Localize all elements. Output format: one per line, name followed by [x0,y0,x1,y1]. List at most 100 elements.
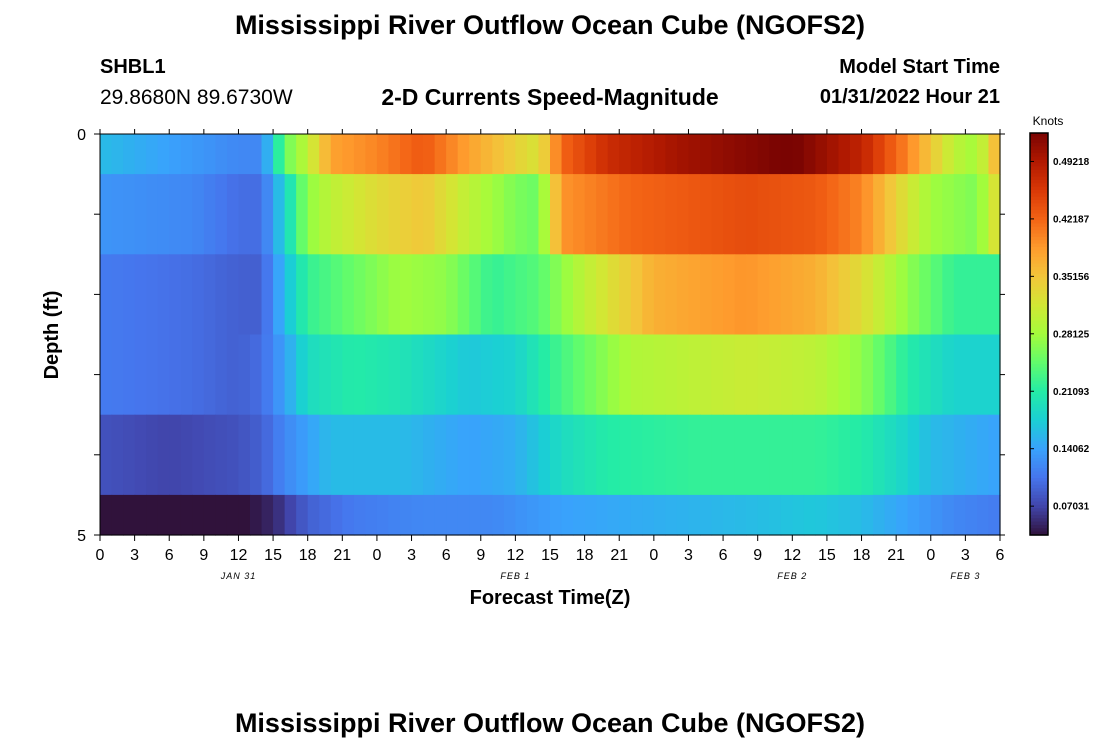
colorbar-segment [1030,407,1048,412]
heatmap-cell [769,254,782,336]
heatmap-cell [792,174,805,255]
heatmap-cell [457,174,470,255]
heatmap-cell [492,334,505,416]
x-tick-label: 12 [230,547,248,564]
colorbar-segment [1030,431,1048,436]
heatmap-cells [100,134,1001,536]
heatmap-cell [134,334,147,416]
heatmap-cell [226,414,240,496]
colorbar-segment [1030,337,1048,342]
heatmap-cell [861,494,874,536]
heatmap-cell [526,134,540,175]
heatmap-cell [965,414,978,496]
colorbar-segment [1030,283,1048,288]
colorbar-segment [1030,206,1048,211]
heatmap-cell [250,254,263,336]
heatmap-cell [480,334,493,416]
colorbar-segment [1030,461,1048,466]
heatmap-cell [896,254,909,336]
colorbar-segment [1030,297,1048,302]
heatmap-cell [826,414,840,496]
heatmap-cell [619,334,632,416]
heatmap-cell [884,334,897,416]
heatmap-cell [907,174,920,255]
colorbar-segment [1030,454,1048,459]
heatmap-cell [896,334,909,416]
x-tick-label: 6 [165,547,174,564]
colorbar-segment [1030,246,1048,251]
heatmap-cell [157,134,170,175]
heatmap-cell [838,334,851,416]
heatmap-cell [134,494,147,536]
heatmap-cell [261,254,274,336]
plot-subtitle: 2-D Currents Speed-Magnitude [381,84,719,110]
heatmap-cell [584,254,597,336]
colorbar-segment [1030,424,1048,429]
heatmap-cell [376,334,390,416]
heatmap-cell [826,494,840,536]
colorbar-segment [1030,159,1048,164]
heatmap-cell [965,174,978,255]
colorbar-tick-label: 0.42187 [1053,214,1090,225]
heatmap-cell [584,134,597,175]
colorbar-segment [1030,146,1048,151]
heatmap-cell [550,174,563,255]
heatmap-cell [826,334,840,416]
heatmap-cell [757,134,770,175]
colorbar-segment [1030,468,1048,472]
heatmap-cell [330,414,343,496]
heatmap-cell [607,414,620,496]
heatmap-cell [203,334,216,416]
heatmap-cell [884,494,897,536]
chart-title-top: Mississippi River Outflow Ocean Cube (NG… [234,10,866,40]
heatmap-cell [861,174,874,255]
heatmap-cell [157,334,170,416]
colorbar-segment [1030,263,1048,268]
heatmap-cell [573,174,586,255]
x-tick-label: 21 [887,547,905,564]
heatmap-cell [746,334,759,416]
heatmap-cell [434,414,447,496]
heatmap-cell [734,254,747,336]
heatmap-cell [734,334,747,416]
heatmap-cell [711,254,724,336]
heatmap-cell [365,334,378,416]
colorbar-segment [1030,169,1048,174]
heatmap-cell [515,414,528,496]
colorbar-tick-label: 0.21093 [1053,387,1090,398]
colorbar-segment [1030,290,1048,295]
colorbar-segment [1030,173,1048,178]
colorbar-segment [1030,518,1048,523]
heatmap-cell [584,334,597,416]
colorbar-segment [1030,196,1048,201]
heatmap-cell [607,254,620,336]
heatmap-cell [250,174,263,255]
heatmap-cell [192,494,205,536]
colorbar-tick-label: 0.14062 [1053,444,1090,455]
heatmap-cell [365,174,378,255]
heatmap-cell [596,334,609,416]
heatmap-cell [688,334,701,416]
heatmap-cell [953,174,966,255]
heatmap-cell [815,174,828,255]
heatmap-cell [503,134,516,175]
heatmap-cell [111,134,124,175]
colorbar-segment [1030,504,1048,509]
heatmap-cell [630,134,643,175]
heatmap-cell [515,334,528,416]
colorbar-segment [1030,481,1048,486]
heatmap-cell [619,174,632,255]
heatmap-cell [146,414,159,496]
heatmap-cell [769,174,782,255]
colorbar-segment [1030,186,1048,191]
heatmap-cell [307,134,320,175]
heatmap-cell [711,174,724,255]
heatmap-cell [400,254,413,336]
heatmap-cell [492,414,505,496]
heatmap-cell [607,494,620,536]
heatmap-cell [919,254,932,336]
heatmap-cell [723,174,736,255]
heatmap-cell [711,414,724,496]
x-tick-label: 18 [299,547,317,564]
colorbar-segment [1030,524,1048,529]
